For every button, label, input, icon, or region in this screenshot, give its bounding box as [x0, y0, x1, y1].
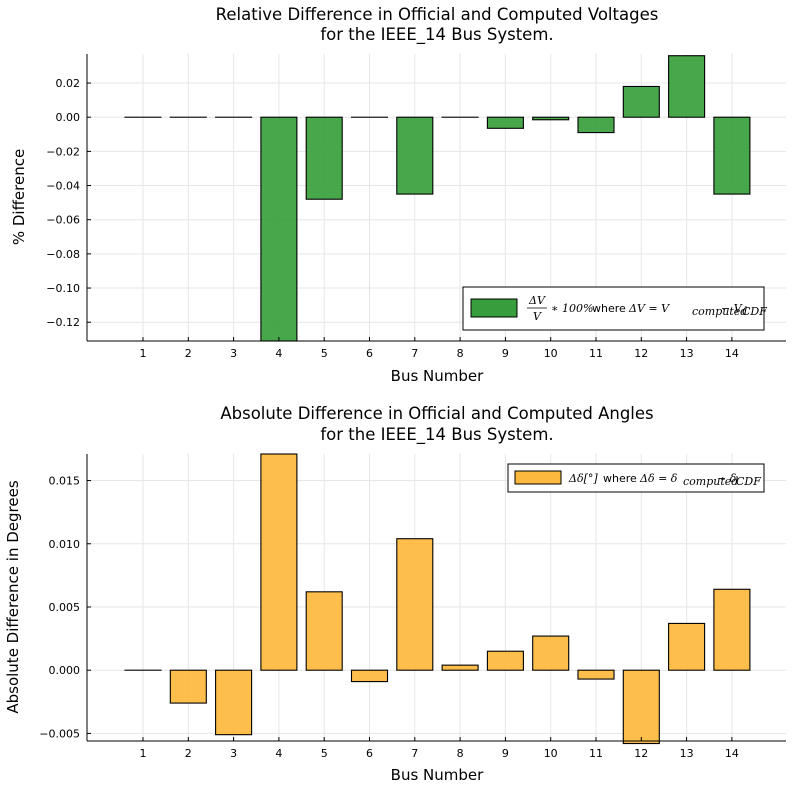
y-tick-label: 0.005: [49, 601, 81, 614]
legend-text: where: [603, 472, 637, 485]
bar-bus-11: [577, 116, 615, 134]
x-tick-label: 13: [680, 347, 694, 360]
legend-math-start: Δδ[°]: [568, 472, 598, 485]
x-tick-label: 10: [544, 347, 558, 360]
bar-bus-14: [713, 116, 751, 195]
legend-sub1: computed: [692, 305, 747, 318]
y-tick-label: −0.04: [46, 180, 80, 193]
bar-bus-14: [713, 588, 751, 671]
x-tick-label: 14: [725, 747, 739, 760]
y-tick-label: 0.010: [49, 538, 81, 551]
bar-bus-4: [260, 453, 298, 671]
bar-bus-5: [305, 591, 343, 671]
bar-bus-11: [577, 669, 615, 680]
y-tick-label: −0.005: [39, 727, 80, 740]
bar-bus-10: [532, 635, 570, 671]
legend-sub1: computed: [683, 475, 738, 488]
x-tick-label: 2: [185, 747, 192, 760]
y-tick-label: −0.10: [46, 282, 80, 295]
x-tick-label: 1: [140, 747, 147, 760]
x-tick-label: 8: [457, 347, 464, 360]
bar-bus-4: [260, 116, 298, 342]
x-tick-label: 4: [275, 747, 282, 760]
bar-bus-8: [441, 664, 479, 671]
x-tick-label: 5: [321, 347, 328, 360]
y-tick-label: 0.00: [56, 111, 81, 124]
x-tick-label: 7: [411, 347, 418, 360]
x-tick-label: 11: [589, 747, 603, 760]
chart-title-line1: Absolute Difference in Official and Comp…: [220, 404, 653, 423]
x-tick-label: 6: [366, 347, 373, 360]
x-axis-label: Bus Number: [391, 766, 484, 784]
legend: Δδ[°] where Δδ = δ computed − δ CDF: [507, 463, 765, 493]
chart-title-line2: for the IEEE_14 Bus System.: [320, 25, 553, 45]
y-axis-label: Absolute Difference in Degrees: [4, 480, 22, 713]
x-tick-label: 10: [544, 747, 558, 760]
y-tick-label: 0.02: [56, 77, 81, 90]
x-tick-label: 3: [230, 347, 237, 360]
bar-bus-13: [668, 622, 706, 671]
chart-title-line1: Relative Difference in Official and Comp…: [216, 5, 659, 24]
bar-bus-9: [486, 116, 524, 129]
y-tick-label: −0.02: [46, 145, 80, 158]
bar-bus-12: [622, 85, 660, 118]
x-tick-label: 1: [140, 347, 147, 360]
legend: ΔV V ∗ 100% where ΔV = V computed − V CD…: [462, 286, 767, 331]
legend-fraction-numerator: ΔV: [528, 294, 546, 307]
y-tick-label: 0.015: [49, 475, 81, 488]
legend-swatch: [470, 298, 518, 318]
bar-bus-7: [396, 116, 434, 195]
legend-math-end: Δδ = δ: [639, 472, 678, 485]
bar-bus-7: [396, 538, 434, 671]
bar-bus-13: [668, 55, 706, 118]
x-tick-label: 6: [366, 747, 373, 760]
legend-swatch: [514, 470, 562, 485]
legend-sub2: CDF: [742, 305, 767, 318]
x-tick-label: 5: [321, 747, 328, 760]
x-tick-label: 8: [457, 747, 464, 760]
y-tick-label: −0.08: [46, 248, 80, 261]
chart-title-line2: for the IEEE_14 Bus System.: [320, 425, 553, 445]
x-tick-label: 12: [634, 347, 648, 360]
bar-bus-2: [169, 669, 207, 704]
bar-bus-5: [305, 116, 343, 200]
x-tick-label: 11: [589, 347, 603, 360]
angle-chart: Absolute Difference in Official and Comp…: [4, 404, 786, 784]
x-tick-label: 9: [502, 347, 509, 360]
legend-math-end: ΔV = V: [628, 302, 670, 315]
bar-bus-6: [350, 669, 389, 683]
x-tick-label: 4: [275, 347, 282, 360]
x-tick-label: 9: [502, 747, 509, 760]
y-tick-label: 0.000: [49, 664, 81, 677]
legend-text: where: [592, 302, 626, 315]
y-tick-label: −0.12: [46, 316, 80, 329]
voltage-chart: Relative Difference in Official and Comp…: [10, 5, 786, 385]
legend-math-mid: ∗ 100%: [551, 302, 593, 315]
x-tick-label: 12: [634, 747, 648, 760]
bar-bus-9: [486, 650, 524, 671]
x-tick-label: 14: [725, 347, 739, 360]
legend-fraction-denominator: V: [533, 310, 542, 323]
x-axis-label: Bus Number: [391, 367, 484, 385]
x-tick-label: 13: [680, 747, 694, 760]
y-axis-label: % Difference: [10, 149, 28, 245]
y-tick-label: −0.06: [46, 214, 80, 227]
bar-bus-10: [532, 116, 570, 121]
legend-math-minus: − δ: [717, 472, 737, 485]
x-tick-label: 3: [230, 747, 237, 760]
bar-bus-12: [622, 669, 660, 745]
legend-sub2: CDF: [736, 475, 761, 488]
x-tick-label: 7: [411, 747, 418, 760]
bar-bus-3: [215, 669, 253, 736]
legend-math-minus: − V: [721, 302, 743, 315]
x-tick-label: 2: [185, 347, 192, 360]
